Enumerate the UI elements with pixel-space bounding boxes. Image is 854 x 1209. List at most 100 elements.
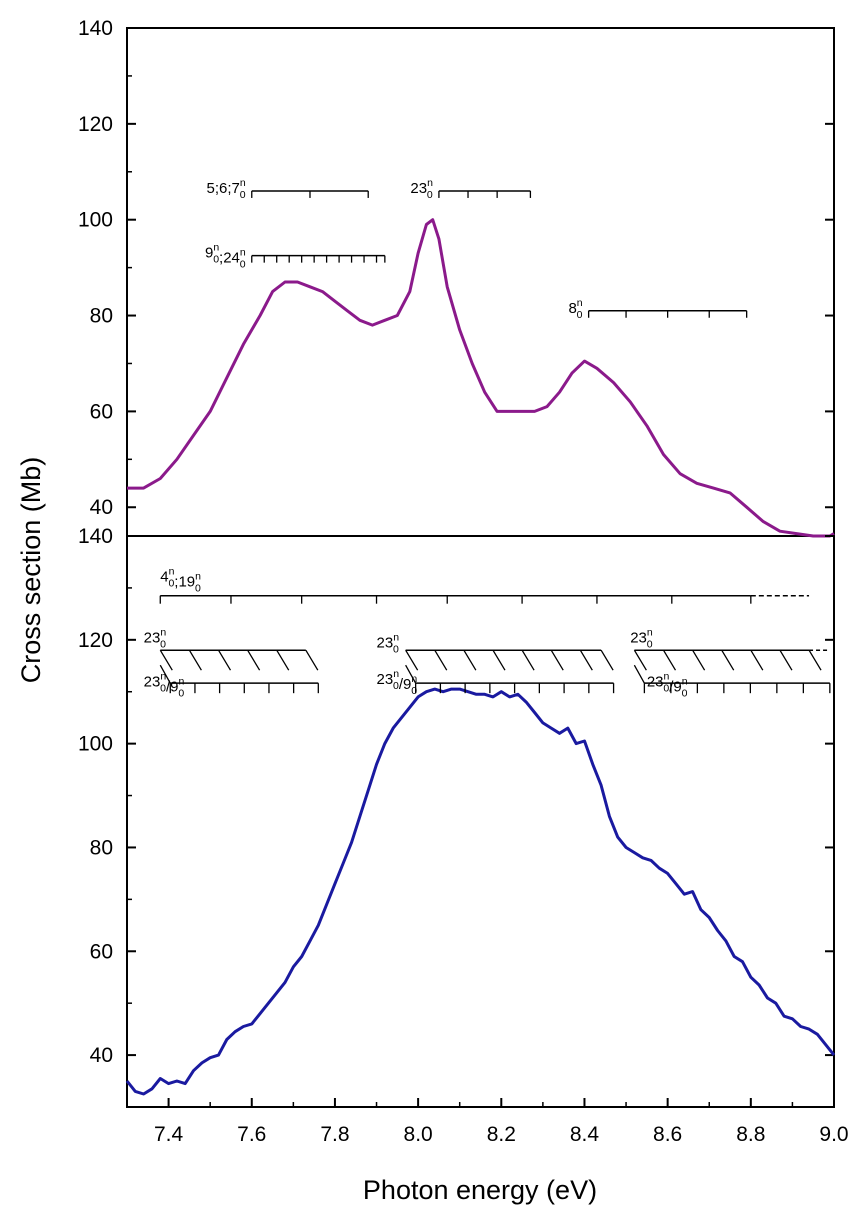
- label-superscript: n: [240, 247, 246, 259]
- x-tick-label: 7.4: [154, 1123, 184, 1146]
- label-subscript: 0: [647, 638, 653, 650]
- slanted-tick: [750, 649, 764, 671]
- y-tick-label: 80: [90, 836, 113, 859]
- slanted-tick: [434, 649, 448, 671]
- x-tick-label: 8.6: [653, 1123, 682, 1146]
- label-base: 23: [630, 629, 647, 646]
- label-base: 23: [144, 674, 161, 691]
- y-tick-label: 140: [78, 525, 113, 548]
- label-subscript: 0: [213, 254, 219, 266]
- label-subscript: 0: [577, 309, 583, 321]
- label-superscript: n: [393, 668, 399, 680]
- slanted-tick: [600, 649, 614, 671]
- label-subscript: 0: [682, 688, 688, 700]
- slanted-tick: [188, 649, 202, 671]
- label-base: ;19: [174, 574, 195, 591]
- label-subscript: 0: [393, 680, 399, 692]
- label-subscript: 0: [240, 189, 246, 201]
- slanted-tick: [721, 649, 735, 671]
- slanted-tick: [463, 649, 477, 671]
- label-base: ;24: [219, 250, 240, 267]
- y-tick-label: 40: [90, 1044, 113, 1067]
- x-tick-label: 8.4: [570, 1123, 600, 1146]
- annotation-label: 8n 0: [568, 297, 582, 321]
- label-superscript: n: [213, 242, 219, 254]
- label-superscript: n: [240, 177, 246, 189]
- slanted-tick: [492, 649, 506, 671]
- y-tick-label: 100: [78, 733, 113, 756]
- top-panel-frame: [126, 27, 835, 537]
- label-superscript: n: [160, 671, 166, 683]
- slanted-tick: [808, 649, 822, 671]
- annotation-label: 23n 0: [630, 626, 653, 650]
- label-base: /9: [166, 679, 179, 696]
- combination-connector: [405, 664, 417, 684]
- label-subscript: 0: [160, 683, 166, 695]
- label-superscript: n: [577, 297, 583, 309]
- label-subscript: 0: [160, 638, 166, 650]
- series-line-0: [125, 687, 836, 1096]
- label-superscript: n: [195, 571, 201, 583]
- y-axis-title: Cross section (Mb): [16, 457, 46, 684]
- label-superscript: n: [393, 632, 399, 644]
- combination-connector: [633, 664, 645, 684]
- slanted-tick: [247, 649, 261, 671]
- annotation-label: 23n 0: [410, 177, 433, 201]
- label-base: 23: [377, 671, 394, 688]
- annotation-label: 9n 0;24n 0: [205, 242, 246, 271]
- label-superscript: n: [169, 566, 175, 578]
- combination-connector: [159, 664, 171, 684]
- label-subscript: 0: [178, 688, 184, 700]
- label-subscript: 0: [427, 189, 433, 201]
- y-tick-label: 80: [90, 305, 113, 328]
- y-tick-label: 40: [90, 496, 113, 519]
- label-subscript: 0: [168, 578, 174, 590]
- annotation-label: 23n 0: [144, 626, 167, 650]
- x-tick-label: 8.8: [736, 1123, 765, 1146]
- label-subscript: 0: [411, 685, 417, 697]
- annotation-label: 23n 0/9n 0: [377, 668, 418, 697]
- label-superscript: n: [411, 673, 417, 685]
- bottom-panel-frame: [126, 535, 835, 1108]
- annotation-label: 23n 0: [377, 632, 400, 656]
- label-subscript: 0: [240, 259, 246, 271]
- top-panel-series: [127, 218, 835, 538]
- series-line-0: [127, 218, 835, 538]
- annotation-label: 4n 0;19n 0: [160, 566, 201, 595]
- slanted-tick: [550, 649, 564, 671]
- x-tick-label: 7.8: [320, 1123, 349, 1146]
- y-tick-label: 100: [78, 209, 113, 232]
- x-tick-label: 9.0: [819, 1123, 848, 1146]
- y-tick-label: 120: [78, 113, 113, 136]
- slanted-tick: [779, 649, 793, 671]
- label-base: 23: [410, 180, 427, 197]
- label-base: /9: [399, 676, 412, 693]
- label-subscript: 0: [663, 683, 669, 695]
- annotation-label: 23n 0/9n 0: [144, 671, 185, 700]
- label-superscript: n: [427, 177, 433, 189]
- x-tick-label: 8.0: [404, 1123, 433, 1146]
- label-base: 23: [647, 674, 664, 691]
- label-base: 9: [205, 245, 213, 262]
- y-tick-label: 60: [90, 400, 113, 423]
- label-superscript: n: [664, 671, 670, 683]
- slanted-tick: [405, 649, 419, 671]
- bottom-panel-series: [125, 687, 836, 1096]
- x-tick-label: 7.6: [237, 1123, 266, 1146]
- slanted-tick: [217, 649, 232, 671]
- label-base: /9: [669, 679, 682, 696]
- label-superscript: n: [179, 676, 185, 688]
- x-axis-title: Photon energy (eV): [363, 1175, 597, 1205]
- label-base: 8: [568, 300, 576, 317]
- slanted-tick: [305, 649, 319, 671]
- annotation-label: 5;6;7n 0: [207, 177, 246, 201]
- label-base: 23: [377, 635, 394, 652]
- slanted-tick: [692, 649, 706, 671]
- label-superscript: n: [682, 676, 688, 688]
- annotation-label: 23n 0/9n 0: [647, 671, 688, 700]
- slanted-tick: [276, 649, 290, 671]
